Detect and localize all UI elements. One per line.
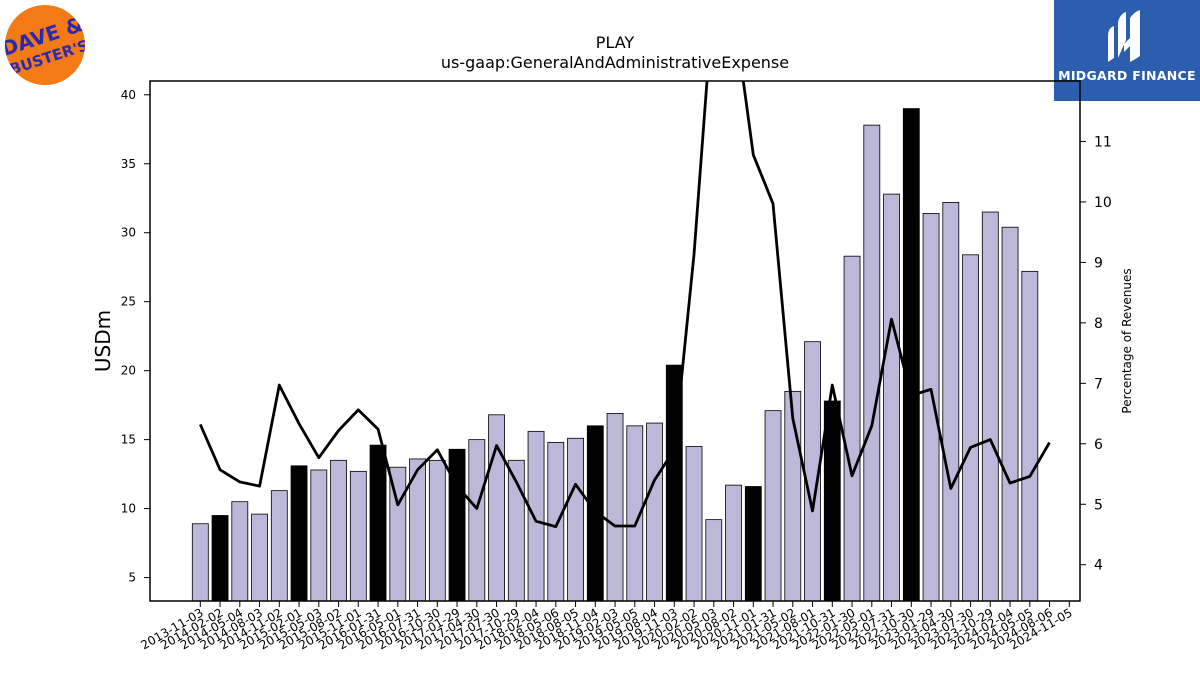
bar-2021-01-31 <box>764 410 782 602</box>
bar-2023-10-29 <box>981 211 999 602</box>
chart-title: PLAY <box>596 33 635 52</box>
bar-2017-04-30 <box>468 439 486 602</box>
y2-tick-label: 9 <box>1094 255 1103 271</box>
bar-2015-02-01 <box>290 465 308 602</box>
y-tick-label: 35 <box>121 157 136 171</box>
bar-2018-05-06 <box>547 441 565 602</box>
chart-subtitle: us-gaap:GeneralAndAdministrativeExpense <box>441 53 789 72</box>
bar-2020-11-01 <box>744 486 762 602</box>
bar-2022-05-01 <box>863 124 881 602</box>
percentage-of-revenues-line <box>199 81 1051 528</box>
y-tick-label: 30 <box>121 226 136 240</box>
midgard-finance-wordmark: MIDGARD FINANCE <box>1058 68 1196 83</box>
bar-2019-02-03 <box>606 413 624 602</box>
bar-2022-07-31 <box>883 193 900 602</box>
dave-and-busters-logo: DAVE & BUSTER'S <box>5 5 85 85</box>
y2-tick-label: 5 <box>1094 497 1103 513</box>
midgard-finance-logo: MIDGARD FINANCE <box>1054 0 1200 101</box>
y-tick-label: 20 <box>121 364 136 378</box>
y-tick-label: 40 <box>121 88 136 102</box>
bar-2022-10-30 <box>902 108 920 602</box>
bar-2017-07-30 <box>488 414 505 602</box>
bar-2014-05-04 <box>231 501 249 602</box>
bar-2015-11-01 <box>349 470 367 602</box>
bar-2016-01-31 <box>369 444 387 602</box>
y-tick-label: 10 <box>121 502 136 516</box>
bar-2013-11-03 <box>191 523 209 602</box>
bar-2023-07-30 <box>962 254 979 602</box>
y2-tick-label: 4 <box>1094 558 1103 574</box>
bar-2020-02-02 <box>685 446 703 602</box>
bar-2019-08-04 <box>646 422 663 602</box>
y2-tick-label: 6 <box>1094 437 1103 453</box>
y2-tick-label: 11 <box>1094 134 1112 150</box>
bar-2021-10-31 <box>823 400 841 602</box>
y-tick-label: 25 <box>121 295 136 309</box>
bar-2015-05-03 <box>310 469 328 602</box>
bar-2015-08-02 <box>330 459 347 602</box>
y2-tick-label: 7 <box>1094 376 1103 392</box>
bar-2020-08-02 <box>725 484 742 602</box>
bar-2023-04-30 <box>942 201 960 602</box>
y2-tick-label: 8 <box>1094 316 1103 332</box>
y-axis-label: USDm <box>91 310 115 372</box>
bar-2016-10-30 <box>428 459 446 602</box>
y2-axis-label: Percentage of Revenues <box>1120 268 1134 413</box>
bar-2014-08-03 <box>251 513 268 602</box>
bar-2018-02-04 <box>527 430 545 602</box>
y-tick-label: 5 <box>128 571 136 585</box>
bar-2017-01-29 <box>448 448 466 602</box>
bar-2014-02-02 <box>211 515 229 602</box>
bar-2018-11-04 <box>586 425 604 602</box>
bar-2018-08-05 <box>567 437 584 602</box>
bar-2020-05-03 <box>705 519 723 602</box>
midgard-mark-icon <box>1108 10 1140 62</box>
bar-2022-01-30 <box>843 255 861 602</box>
bar-2014-11-02 <box>270 490 288 602</box>
y2-tick-label: 10 <box>1094 195 1112 211</box>
bar-2024-02-04 <box>1001 226 1019 602</box>
bar-2023-01-29 <box>922 213 940 602</box>
y-tick-label: 15 <box>121 433 136 447</box>
bar-2024-05-05 <box>1021 270 1039 602</box>
